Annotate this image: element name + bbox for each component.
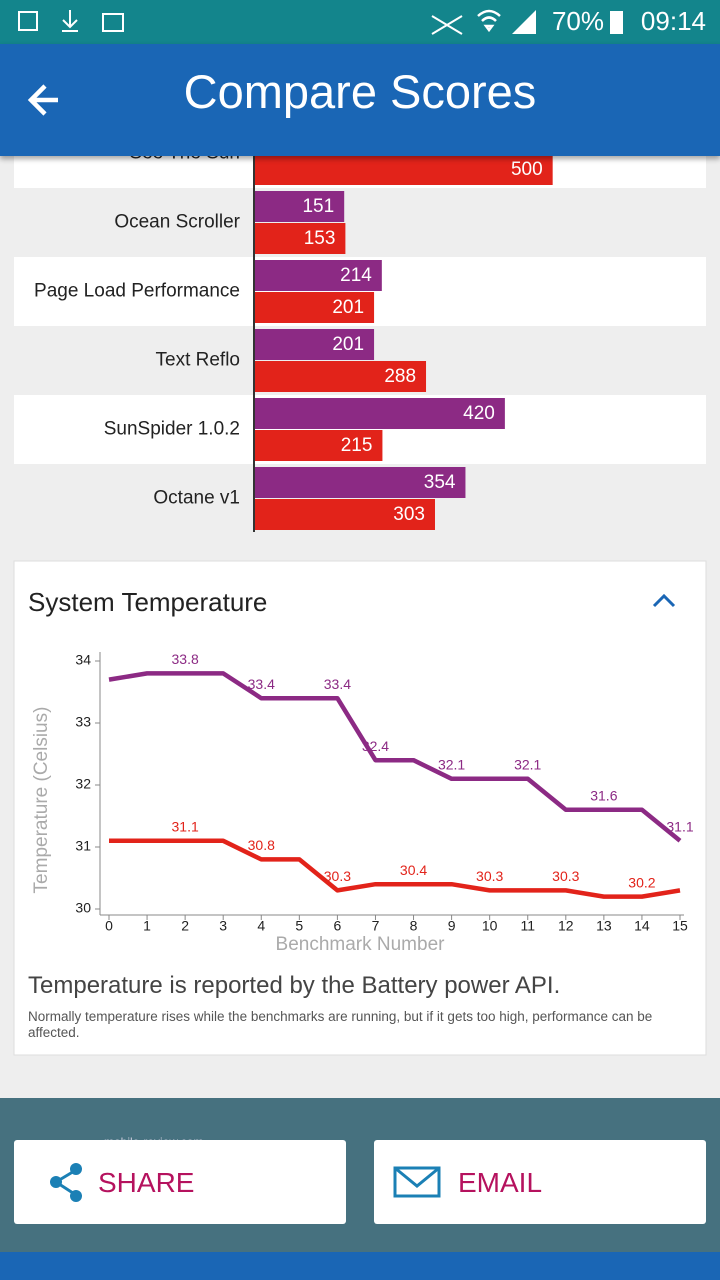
note-text: Normally temperature rises while the ben… xyxy=(28,1009,653,1040)
point-label: 30.3 xyxy=(324,868,351,884)
x-tick-label: 5 xyxy=(295,918,303,934)
category-label: Ocean Scroller xyxy=(114,212,240,233)
bar-value: 420 xyxy=(463,403,495,424)
bar xyxy=(254,260,382,291)
series-line xyxy=(108,671,682,843)
email-button[interactable]: EMAIL xyxy=(374,1140,706,1224)
bar-value: 201 xyxy=(332,297,364,318)
x-tick-label: 7 xyxy=(372,918,380,934)
x-tick-label: 8 xyxy=(410,918,418,934)
point-label: 32.1 xyxy=(514,757,541,773)
share-button[interactable]: SHARE xyxy=(14,1140,346,1224)
bar xyxy=(254,467,466,498)
x-tick-label: 11 xyxy=(520,918,535,934)
status-bar: 70% 09:14 xyxy=(0,0,720,44)
bar-value: 354 xyxy=(424,472,456,493)
bar-value: 288 xyxy=(384,366,416,387)
row-background xyxy=(14,188,706,257)
app-bar: Compare Scores xyxy=(0,44,720,156)
bar xyxy=(254,398,505,429)
category-label: Octane v1 xyxy=(153,488,240,509)
x-tick-label: 2 xyxy=(181,918,189,934)
y-tick-label: 30 xyxy=(75,900,91,916)
bar-value: 214 xyxy=(340,265,372,286)
bar-value: 151 xyxy=(302,196,334,217)
battery-text: 70% xyxy=(552,6,604,36)
email-label: EMAIL xyxy=(458,1167,543,1198)
category-label: SunSpider 1.0.2 xyxy=(104,419,240,440)
screen-title: Compare Scores xyxy=(183,65,537,118)
x-tick-label: 12 xyxy=(558,918,574,934)
x-tick-label: 1 xyxy=(143,918,151,934)
x-axis-title: Benchmark Number xyxy=(276,934,446,955)
x-tick-label: 6 xyxy=(334,918,342,934)
clock: 09:14 xyxy=(641,6,706,36)
point-label: 30.3 xyxy=(552,868,579,884)
bar xyxy=(254,292,375,323)
bar xyxy=(254,329,375,360)
share-icon xyxy=(50,1163,82,1202)
point-label: 32.1 xyxy=(438,757,465,773)
battery-icon xyxy=(610,11,623,34)
share-label: SHARE xyxy=(98,1167,195,1198)
x-tick-label: 4 xyxy=(257,918,265,934)
bar xyxy=(254,154,553,185)
category-label: Text Reflo xyxy=(156,350,240,371)
bar xyxy=(254,361,427,392)
point-label: 30.2 xyxy=(628,874,655,890)
collapse-icon[interactable] xyxy=(652,593,676,608)
bar-value: 215 xyxy=(341,435,373,456)
x-tick-label: 14 xyxy=(634,918,650,934)
point-label: 30.4 xyxy=(400,862,427,878)
back-button[interactable] xyxy=(0,44,80,156)
point-label: 33.4 xyxy=(324,676,351,692)
email-icon xyxy=(393,1166,441,1198)
y-tick-label: 34 xyxy=(75,652,91,668)
series-line xyxy=(109,838,681,899)
point-label: 30.8 xyxy=(248,837,275,853)
point-label: 32.4 xyxy=(362,738,389,754)
y-tick-label: 32 xyxy=(75,776,91,792)
note-headline: Temperature is reported by the Battery p… xyxy=(28,972,561,999)
x-tick-label: 3 xyxy=(219,918,227,934)
x-tick-label: 9 xyxy=(448,918,456,934)
x-tick-label: 15 xyxy=(672,918,688,934)
bar xyxy=(254,499,435,530)
bar xyxy=(254,191,345,222)
status-icons: 70% 09:14 xyxy=(18,6,706,36)
bar xyxy=(254,430,383,461)
y-tick-label: 33 xyxy=(75,714,91,730)
point-label: 31.1 xyxy=(172,819,199,835)
bar-value: 500 xyxy=(511,159,543,180)
category-label: Page Load Performance xyxy=(34,281,240,302)
y-tick-label: 31 xyxy=(75,838,91,854)
bottom-strip xyxy=(0,1252,720,1280)
x-tick-label: 0 xyxy=(105,918,113,934)
bar-value: 153 xyxy=(304,228,336,249)
y-axis-title: Temperature (Celsius) xyxy=(31,707,52,894)
point-label: 30.3 xyxy=(476,868,503,884)
x-tick-label: 13 xyxy=(596,918,612,934)
point-label: 33.4 xyxy=(248,676,275,692)
point-label: 33.8 xyxy=(172,651,199,667)
bar-value: 201 xyxy=(332,334,364,355)
card-title: System Temperature xyxy=(28,587,267,617)
point-label: 31.6 xyxy=(590,788,617,804)
x-tick-label: 10 xyxy=(482,918,498,934)
bar xyxy=(254,223,346,254)
bar-value: 303 xyxy=(393,504,425,525)
point-label: 31.1 xyxy=(666,819,693,835)
